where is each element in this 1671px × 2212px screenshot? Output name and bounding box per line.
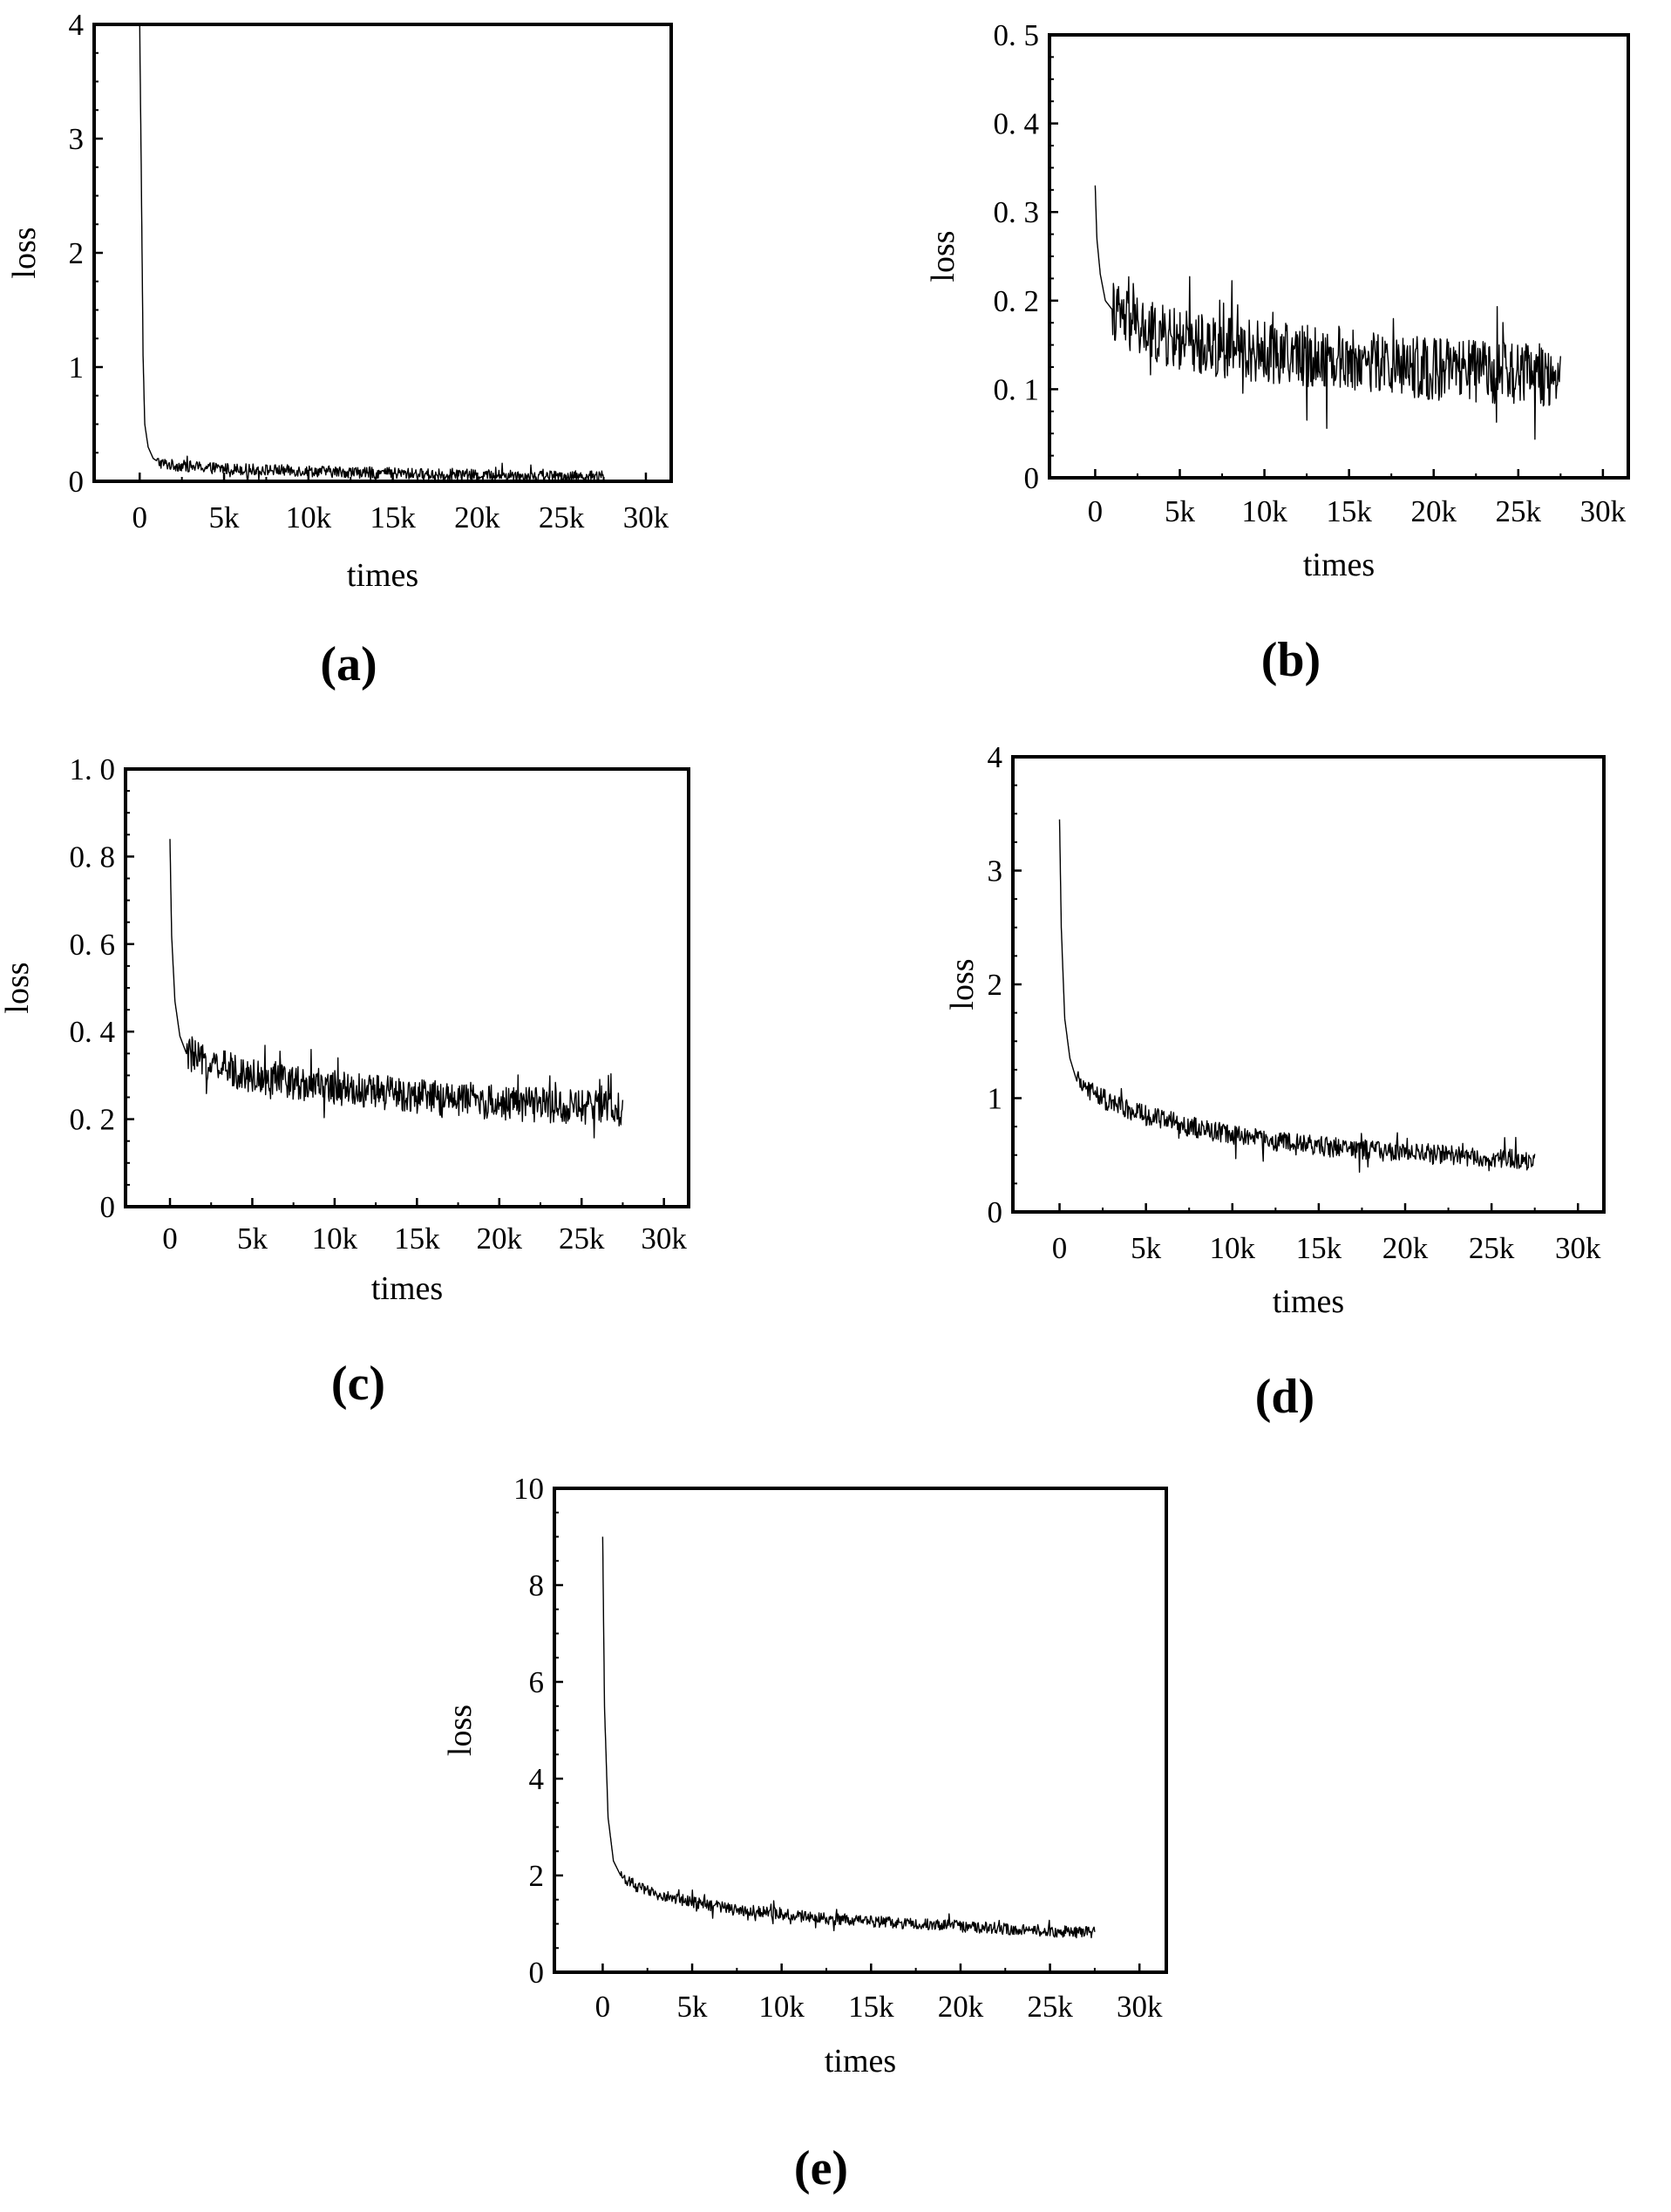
x-tick-label: 5k <box>1165 494 1196 528</box>
x-axis-label: times <box>825 2043 896 2079</box>
y-tick-label: 3 <box>988 854 1003 888</box>
x-tick-label: 20k <box>938 1990 984 2024</box>
x-tick-label: 30k <box>1580 494 1627 528</box>
y-tick-label: 4 <box>69 8 85 42</box>
x-axis-label: times <box>1303 547 1375 583</box>
plot-frame <box>124 767 690 1208</box>
x-tick-label: 0 <box>1052 1231 1068 1265</box>
y-tick-label: 0. 8 <box>70 840 116 874</box>
chart-panel-d: 0 1 2 3 4 0 5k 10k 15k 20k 25k 30k times loss (d) <box>944 740 1606 1424</box>
y-tick-label: 0. 4 <box>994 107 1040 141</box>
x-tick-label: 20k <box>477 1222 523 1256</box>
y-tick-label: 0 <box>988 1195 1003 1229</box>
y-tick-label: 0 <box>100 1190 116 1224</box>
chart-panel-e: 0 2 4 6 8 10 0 5k 10k 15k 20k 25k 30k times loss (e) <box>442 1472 1168 2195</box>
plot-frame <box>92 23 673 483</box>
x-axis-label: times <box>371 1270 443 1307</box>
y-tick-label: 1 <box>69 351 85 385</box>
x-tick-label: 30k <box>1555 1231 1601 1265</box>
panel-label: (b) <box>1261 633 1321 687</box>
x-tick-label: 25k <box>559 1222 605 1256</box>
y-axis-label: loss <box>6 227 43 278</box>
x-tick-label: 25k <box>1496 494 1542 528</box>
x-tick-label: 5k <box>237 1222 268 1256</box>
y-tick-label: 6 <box>529 1665 545 1699</box>
x-tick-label: 15k <box>370 500 416 534</box>
y-tick-label: 3 <box>69 122 85 156</box>
x-tick-label: 25k <box>1027 1990 1073 2024</box>
y-tick-label: 0 <box>529 1956 545 1990</box>
x-tick-label: 30k <box>1117 1990 1163 2024</box>
y-tick-label: 0 <box>1024 461 1040 495</box>
panel-label: (d) <box>1255 1370 1314 1424</box>
y-tick-label: 4 <box>988 740 1003 774</box>
chart-panel-a: 0 1 2 3 4 0 5k 10k 15k 20k 25k 30k times loss (a) <box>6 8 673 691</box>
y-tick-label: 4 <box>529 1762 545 1796</box>
x-tick-label: 5k <box>209 500 241 534</box>
y-tick-label: 0. 3 <box>994 195 1040 229</box>
x-tick-label: 15k <box>1326 494 1372 528</box>
panel-label: (c) <box>331 1357 385 1411</box>
y-axis-label: loss <box>925 230 961 282</box>
x-tick-label: 15k <box>848 1990 894 2024</box>
series-line <box>139 24 605 481</box>
series-line <box>1058 819 1536 1174</box>
plot-frame <box>553 1487 1168 1974</box>
chart-panel-b: 0 0. 1 0. 2 0. 3 0. 4 0. 5 0 5k 10k 15k 20k 25k 30k t… <box>925 18 1630 687</box>
y-tick-label: 1. 0 <box>70 752 116 786</box>
x-tick-label: 15k <box>394 1222 440 1256</box>
y-tick-label: 2 <box>988 968 1003 1002</box>
y-tick-label: 1 <box>988 1082 1003 1116</box>
y-tick-label: 0. 2 <box>994 284 1040 318</box>
panel-label: (e) <box>794 2141 848 2195</box>
x-tick-label: 15k <box>1296 1231 1342 1265</box>
y-tick-label: 2 <box>529 1859 545 1893</box>
y-axis-label: loss <box>944 958 981 1010</box>
x-tick-label: 25k <box>539 500 585 534</box>
x-tick-label: 0 <box>595 1990 611 2024</box>
chart-panel-c: 0 0. 2 0. 4 0. 6 0. 8 1. 0 0 5k 10k 15k 20k 25k 30k t… <box>0 752 690 1411</box>
series-line <box>601 1536 1096 1939</box>
x-tick-label: 20k <box>1382 1231 1429 1265</box>
y-tick-label: 0 <box>69 465 85 499</box>
y-tick-label: 0. 1 <box>994 372 1040 406</box>
x-tick-label: 0 <box>162 1222 178 1256</box>
series-line <box>1094 185 1561 440</box>
x-tick-label: 10k <box>758 1990 805 2024</box>
x-axis-label: times <box>1273 1283 1344 1320</box>
x-tick-label: 0 <box>1088 494 1104 528</box>
x-tick-label: 10k <box>312 1222 358 1256</box>
plot-frame <box>1048 33 1630 480</box>
x-tick-label: 25k <box>1469 1231 1515 1265</box>
x-tick-label: 5k <box>1131 1231 1162 1265</box>
x-tick-label: 30k <box>641 1222 687 1256</box>
panel-label: (a) <box>320 637 377 691</box>
x-tick-label: 5k <box>677 1990 709 2024</box>
series-line <box>169 839 624 1139</box>
y-tick-label: 0. 2 <box>70 1103 116 1137</box>
x-tick-label: 10k <box>286 500 332 534</box>
y-axis-label: loss <box>442 1705 479 1756</box>
y-axis-label: loss <box>0 962 36 1013</box>
y-tick-label: 2 <box>69 236 85 270</box>
x-tick-label: 10k <box>1241 494 1287 528</box>
x-tick-label: 10k <box>1210 1231 1256 1265</box>
y-tick-label: 8 <box>529 1569 545 1603</box>
x-tick-label: 0 <box>132 500 148 534</box>
x-tick-label: 30k <box>623 500 669 534</box>
x-tick-label: 20k <box>454 500 500 534</box>
x-tick-label: 20k <box>1410 494 1457 528</box>
y-tick-label: 0. 6 <box>70 928 116 962</box>
y-tick-label: 10 <box>513 1472 544 1506</box>
y-tick-label: 0. 5 <box>994 18 1040 52</box>
x-axis-label: times <box>347 557 418 594</box>
y-tick-label: 0. 4 <box>70 1015 116 1049</box>
